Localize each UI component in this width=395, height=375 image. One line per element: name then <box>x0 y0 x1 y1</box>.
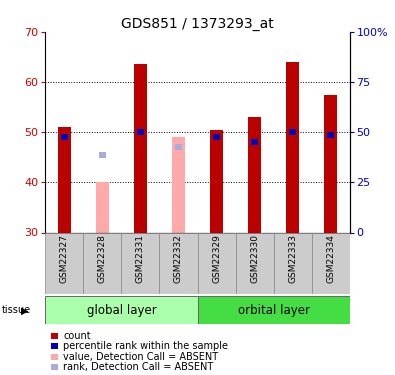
Text: GSM22327: GSM22327 <box>60 234 69 283</box>
Bar <box>122 232 160 294</box>
Bar <box>235 232 274 294</box>
Bar <box>137 129 144 135</box>
Bar <box>289 129 296 135</box>
Bar <box>96 182 109 232</box>
Bar <box>175 144 182 150</box>
Bar <box>160 232 198 294</box>
Text: GSM22331: GSM22331 <box>136 234 145 284</box>
Bar <box>45 296 198 324</box>
Text: percentile rank within the sa​mple: percentile rank within the sa​mple <box>63 341 228 351</box>
Bar <box>210 130 223 232</box>
Text: rank, Detection Call = ABSENT: rank, Detection Call = ABSENT <box>63 362 213 372</box>
Bar <box>286 62 299 232</box>
Text: GSM22330: GSM22330 <box>250 234 259 284</box>
Bar <box>248 117 261 232</box>
Text: count: count <box>63 331 91 340</box>
Text: GSM22333: GSM22333 <box>288 234 297 284</box>
Bar <box>312 232 350 294</box>
Text: GSM22334: GSM22334 <box>326 234 335 283</box>
Text: orbital layer: orbital layer <box>237 304 310 317</box>
Text: tissue: tissue <box>2 305 31 315</box>
Bar <box>198 296 350 324</box>
Bar <box>324 94 337 232</box>
Text: ▶: ▶ <box>21 305 28 315</box>
Title: GDS851 / 1373293_at: GDS851 / 1373293_at <box>121 17 274 31</box>
Bar <box>61 134 68 140</box>
Bar <box>251 139 258 145</box>
Text: value, Detection Call = ABSENT: value, Detection Call = ABSENT <box>63 352 218 362</box>
Bar <box>99 152 106 158</box>
Bar <box>134 64 147 232</box>
Bar <box>172 137 185 232</box>
Text: GSM22329: GSM22329 <box>212 234 221 283</box>
Bar <box>273 232 312 294</box>
Text: GSM22328: GSM22328 <box>98 234 107 283</box>
Bar <box>83 232 122 294</box>
Text: GSM22332: GSM22332 <box>174 234 183 283</box>
Bar <box>45 232 83 294</box>
Bar <box>213 134 220 140</box>
Text: global layer: global layer <box>87 304 156 317</box>
Bar <box>327 132 334 138</box>
Bar <box>198 232 235 294</box>
Bar <box>58 127 71 232</box>
